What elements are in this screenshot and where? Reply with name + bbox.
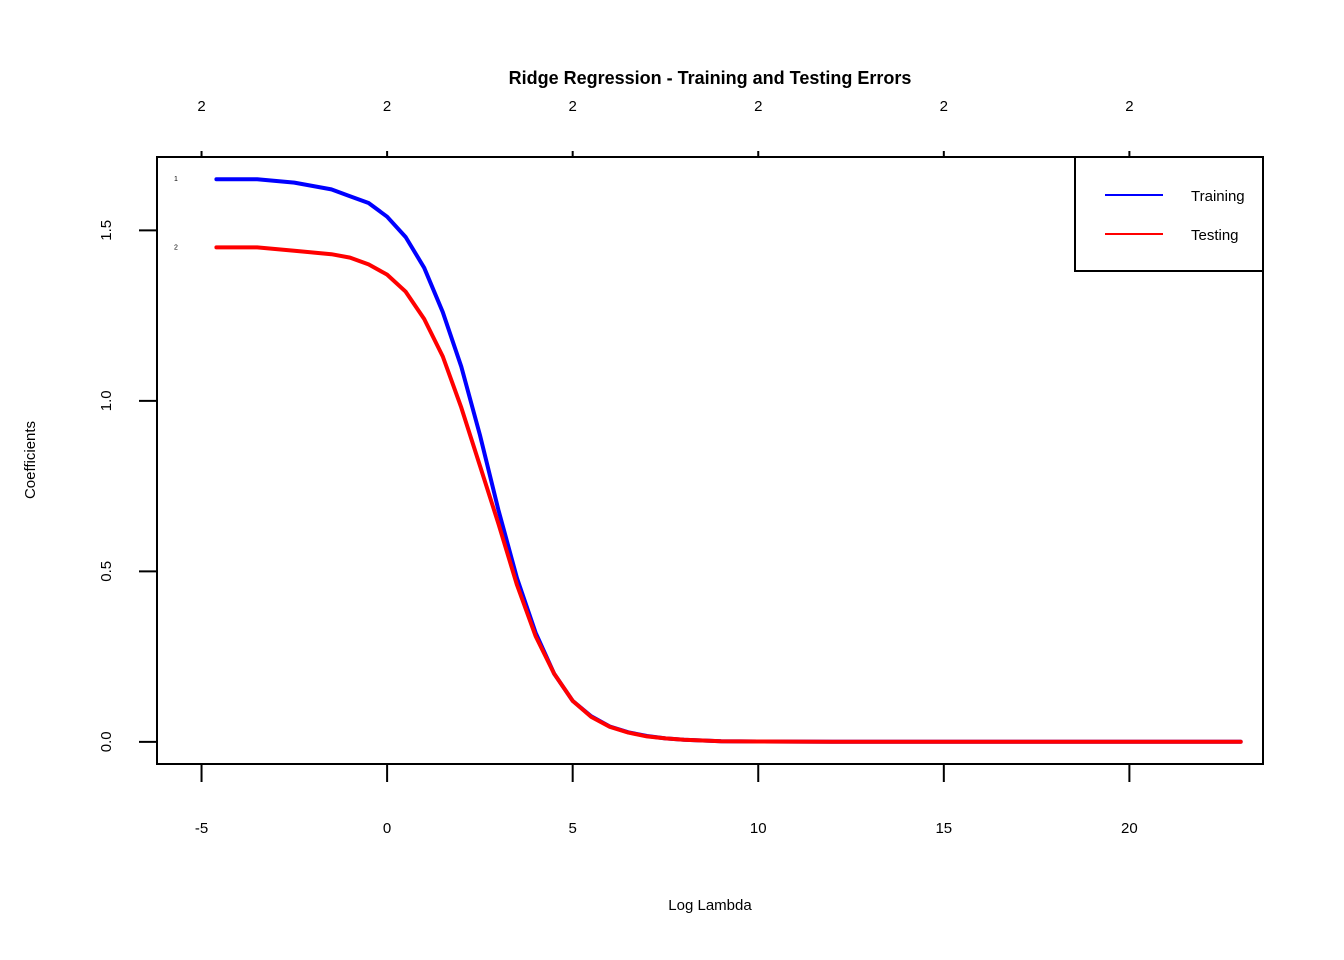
top-tick-label: 2 xyxy=(940,98,948,115)
y-tick-label: 1.0 xyxy=(98,390,115,411)
top-tick-label: 2 xyxy=(1125,98,1133,115)
legend-label-testing: Testing xyxy=(1191,227,1239,244)
series-layer xyxy=(214,177,1243,744)
legend-box xyxy=(1074,156,1264,272)
x-tick-label: 10 xyxy=(750,820,767,837)
top-tick-label: 2 xyxy=(569,98,577,115)
top-tick-label: 2 xyxy=(383,98,391,115)
chart-title: Ridge Regression - Training and Testing … xyxy=(509,68,912,88)
y-tick-label: 1.5 xyxy=(98,220,115,241)
x-tick-label: 0 xyxy=(383,820,391,837)
y-tick-label: 0.5 xyxy=(98,561,115,582)
top-axis: 2 2 2 2 2 2 xyxy=(197,98,1134,157)
series-line-testing xyxy=(214,245,1243,744)
top-tick-label: 2 xyxy=(754,98,762,115)
legend-label-training: Training xyxy=(1191,188,1245,205)
x-axis-title: Log Lambda xyxy=(668,897,752,914)
top-tick-label: 2 xyxy=(197,98,205,115)
x-tick-label: -5 xyxy=(195,820,208,837)
curve-label-1: 1 xyxy=(174,176,178,183)
legend: Training Testing xyxy=(1074,156,1264,272)
y-axis-title: Coefficients xyxy=(22,421,39,499)
y-axis: 0.0 0.5 1.0 1.5 xyxy=(98,220,157,752)
x-tick-label: 5 xyxy=(569,820,577,837)
x-tick-label: 15 xyxy=(935,820,952,837)
x-tick-label: 20 xyxy=(1121,820,1138,837)
y-tick-label: 0.0 xyxy=(98,731,115,752)
curve-label-2: 2 xyxy=(174,244,178,251)
plot-frame xyxy=(156,156,1264,765)
x-axis: -5 0 5 10 15 20 xyxy=(195,764,1138,837)
curve-labels: 12 xyxy=(174,176,178,251)
